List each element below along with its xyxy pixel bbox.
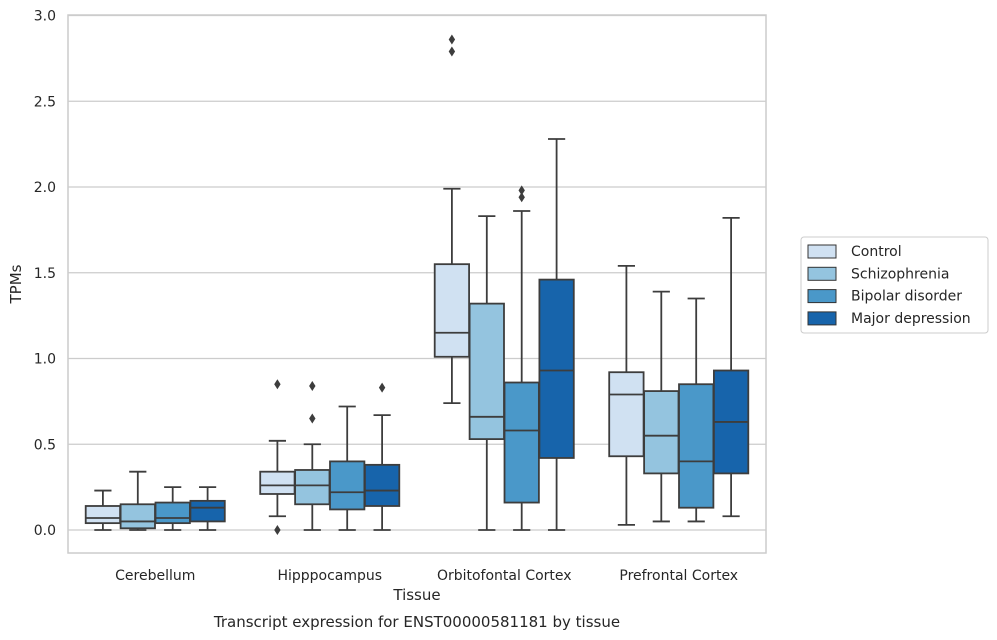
box-group (608, 216, 750, 526)
box-plot-item (294, 380, 331, 531)
box-plot-item (189, 486, 226, 531)
legend-label: Major depression (851, 311, 971, 327)
legend-item: Control (807, 244, 902, 260)
legend: Control Schizophrenia Bipolar disorder Majo… (800, 236, 989, 334)
box-plot-item (433, 34, 470, 404)
x-tick-label: Hipppocampus (277, 568, 382, 584)
y-tick-labels: 0.0 0.5 1.0 1.5 2.0 2.5 3.0 (34, 9, 56, 540)
box-iqr (154, 501, 191, 525)
outlier-point (518, 192, 525, 203)
x-tick-label: Prefrontal Cortex (619, 568, 738, 584)
outlier-point (309, 413, 316, 424)
outlier-point (274, 525, 281, 535)
box-group (84, 470, 226, 531)
box-plot-item (678, 297, 715, 523)
y-tick-label: 3.0 (34, 9, 56, 25)
box-iqr (643, 390, 680, 475)
x-tick-labels: Cerebellum Hipppocampus Orbitofontal Corte… (115, 568, 738, 584)
outlier-point (378, 382, 386, 393)
box-iqr (189, 499, 226, 523)
box-iqr (468, 302, 505, 441)
outlier-point (309, 380, 316, 391)
box-iqr (84, 505, 121, 525)
box-plot-item (713, 216, 750, 518)
legend-item: Schizophrenia (807, 266, 949, 282)
legend-swatch (807, 244, 837, 259)
box-plot-item (364, 382, 401, 531)
box-plot-item (84, 489, 121, 531)
box-groups (84, 34, 750, 535)
box-group (259, 379, 401, 535)
box-iqr (294, 469, 331, 506)
x-axis-title: Tissue (392, 586, 440, 604)
box-iqr (538, 278, 575, 459)
y-tick-label: 0.5 (34, 437, 56, 453)
x-tick-label: Cerebellum (115, 568, 195, 584)
y-axis-title: TPMs (7, 264, 25, 304)
box-iqr (433, 263, 470, 358)
box-iqr (678, 383, 715, 509)
legend-item: Major depression (807, 311, 971, 327)
y-tick-label: 1.0 (34, 352, 56, 368)
box-iqr (608, 371, 645, 458)
box-plot-item (329, 405, 366, 531)
legend-swatch (807, 266, 837, 281)
legend-swatch (807, 289, 837, 304)
box-iqr (364, 463, 401, 507)
plot-frame (67, 14, 767, 554)
outlier-point (518, 185, 525, 196)
legend-frame (800, 236, 989, 334)
box-iqr (329, 460, 366, 511)
box-iqr (503, 381, 540, 504)
box-iqr (119, 503, 156, 530)
box-plot-item (608, 264, 645, 526)
box-plot-item (643, 290, 680, 523)
box-plot-item (468, 215, 505, 531)
y-tick-label: 0.0 (34, 523, 56, 539)
outlier-point (448, 46, 456, 57)
legend-label: Control (851, 244, 902, 260)
outlier-point (274, 379, 281, 390)
chart-caption: Transcript expression for ENST0000058118… (213, 613, 620, 631)
y-tick-label: 2.0 (34, 180, 56, 196)
legend-label: Schizophrenia (851, 266, 949, 282)
legend-label: Bipolar disorder (851, 289, 962, 305)
box-plot-item (503, 185, 540, 531)
box-iqr (259, 470, 296, 495)
box-plot-item (119, 470, 156, 531)
legend-item: Bipolar disorder (807, 289, 962, 305)
legend-swatch (807, 311, 837, 326)
outlier-point (448, 34, 456, 45)
box-group (433, 34, 575, 531)
box-plot-item (538, 138, 575, 531)
y-tick-label: 1.5 (34, 266, 56, 282)
x-tick-label: Orbitofontal Cortex (437, 568, 572, 584)
y-tick-label: 2.5 (34, 94, 56, 110)
